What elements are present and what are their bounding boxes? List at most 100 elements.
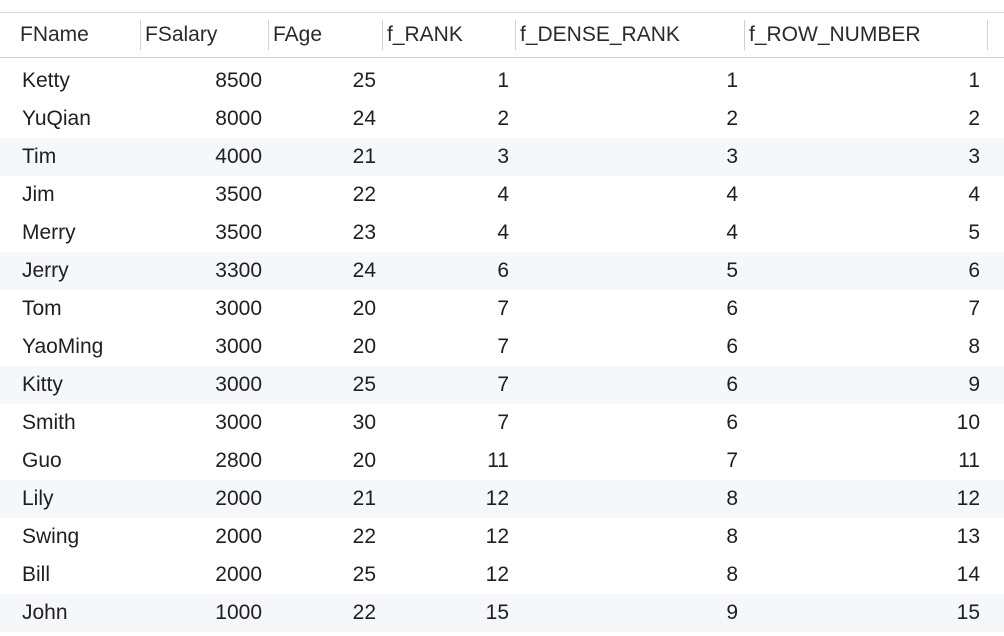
column-separator[interactable] [140, 20, 141, 50]
cell-fsalary[interactable]: 2000 [215, 563, 262, 586]
cell-f-rank[interactable]: 4 [497, 221, 509, 244]
table-row[interactable]: Swing 2000 22 12 8 13 [0, 518, 1004, 556]
cell-f-row-number[interactable]: 11 [958, 449, 980, 472]
cell-f-rank[interactable]: 12 [485, 563, 509, 586]
column-header-f-dense-rank[interactable]: f_DENSE_RANK [520, 23, 680, 46]
cell-fsalary[interactable]: 3300 [215, 259, 262, 282]
cell-f-dense-rank[interactable]: 7 [726, 449, 738, 472]
cell-fname[interactable]: Jerry [22, 259, 69, 282]
cell-fname[interactable]: Tom [22, 297, 62, 320]
cell-fage[interactable]: 25 [352, 69, 376, 92]
cell-f-dense-rank[interactable]: 8 [726, 525, 738, 548]
cell-fsalary[interactable]: 3000 [215, 411, 262, 434]
column-header-f-row-number[interactable]: f_ROW_NUMBER [749, 23, 921, 46]
cell-f-rank[interactable]: 3 [497, 145, 509, 168]
cell-f-dense-rank[interactable]: 6 [726, 373, 738, 396]
cell-fage[interactable]: 22 [352, 601, 376, 624]
cell-f-rank[interactable]: 12 [485, 487, 509, 510]
cell-fage[interactable]: 22 [352, 183, 376, 206]
column-header-f-rank[interactable]: f_RANK [387, 23, 463, 46]
cell-f-rank[interactable]: 1 [497, 69, 509, 92]
cell-f-dense-rank[interactable]: 9 [726, 601, 738, 624]
table-row[interactable]: Tim 4000 21 3 3 3 [0, 138, 1004, 176]
cell-f-row-number[interactable]: 4 [968, 183, 980, 206]
column-separator[interactable] [744, 20, 745, 50]
cell-fage[interactable]: 25 [352, 373, 376, 396]
cell-fsalary[interactable]: 3000 [215, 373, 262, 396]
cell-fage[interactable]: 22 [352, 525, 376, 548]
table-row[interactable]: Guo 2800 20 11 7 11 [0, 442, 1004, 480]
cell-fname[interactable]: John [22, 601, 68, 624]
cell-fname[interactable]: Bill [22, 563, 51, 586]
table-row[interactable]: Jerry 3300 24 6 5 6 [0, 252, 1004, 290]
cell-f-row-number[interactable]: 2 [968, 107, 980, 130]
cell-fsalary[interactable]: 2800 [215, 449, 262, 472]
column-separator[interactable] [515, 20, 516, 50]
cell-fname[interactable]: Swing [22, 525, 80, 548]
cell-fname[interactable]: Jim [22, 183, 55, 206]
cell-fage[interactable]: 20 [352, 335, 376, 358]
table-row[interactable]: John 1000 22 15 9 15 [0, 594, 1004, 632]
cell-f-dense-rank[interactable]: 4 [726, 221, 738, 244]
cell-fage[interactable]: 20 [352, 449, 376, 472]
cell-f-row-number[interactable]: 6 [968, 259, 980, 282]
column-separator[interactable] [987, 20, 988, 50]
cell-f-rank[interactable]: 7 [497, 335, 509, 358]
cell-fage[interactable]: 24 [352, 107, 376, 130]
cell-fage[interactable]: 24 [352, 259, 376, 282]
cell-f-dense-rank[interactable]: 8 [726, 563, 738, 586]
cell-f-dense-rank[interactable]: 6 [726, 297, 738, 320]
cell-fage[interactable]: 21 [352, 487, 376, 510]
cell-fsalary[interactable]: 8000 [215, 107, 262, 130]
cell-f-rank[interactable]: 7 [497, 411, 509, 434]
cell-fname[interactable]: YaoMing [22, 335, 104, 358]
cell-fsalary[interactable]: 3500 [215, 221, 262, 244]
cell-f-row-number[interactable]: 3 [968, 145, 980, 168]
cell-fsalary[interactable]: 3000 [215, 297, 262, 320]
cell-f-row-number[interactable]: 15 [956, 601, 980, 624]
cell-f-row-number[interactable]: 13 [956, 525, 980, 548]
table-row[interactable]: Ketty 8500 25 1 1 1 [0, 62, 1004, 100]
cell-fsalary[interactable]: 2000 [215, 525, 262, 548]
cell-fsalary[interactable]: 4000 [215, 145, 262, 168]
cell-f-rank[interactable]: 2 [497, 107, 509, 130]
cell-fsalary[interactable]: 2000 [215, 487, 262, 510]
cell-f-rank[interactable]: 7 [497, 297, 509, 320]
cell-f-rank[interactable]: 6 [497, 259, 509, 282]
cell-fage[interactable]: 30 [352, 411, 376, 434]
cell-fname[interactable]: Kitty [22, 373, 63, 396]
cell-f-dense-rank[interactable]: 3 [726, 145, 738, 168]
table-row[interactable]: Smith 3000 30 7 6 10 [0, 404, 1004, 442]
cell-f-row-number[interactable]: 9 [968, 373, 980, 396]
column-header-fage[interactable]: FAge [273, 23, 323, 46]
table-row[interactable]: Jim 3500 22 4 4 4 [0, 176, 1004, 214]
cell-fage[interactable]: 21 [352, 145, 376, 168]
cell-fname[interactable]: Guo [22, 449, 62, 472]
cell-f-dense-rank[interactable]: 1 [726, 69, 738, 92]
cell-f-dense-rank[interactable]: 8 [726, 487, 738, 510]
cell-f-dense-rank[interactable]: 4 [726, 183, 738, 206]
cell-fsalary[interactable]: 8500 [215, 69, 262, 92]
cell-fage[interactable]: 25 [352, 563, 376, 586]
cell-f-rank[interactable]: 4 [497, 183, 509, 206]
cell-f-row-number[interactable]: 10 [956, 411, 980, 434]
cell-fname[interactable]: YuQian [22, 107, 91, 130]
column-separator[interactable] [268, 20, 269, 50]
cell-fname[interactable]: Lily [22, 487, 54, 510]
table-row[interactable]: Kitty 3000 25 7 6 9 [0, 366, 1004, 404]
cell-fsalary[interactable]: 1000 [215, 601, 262, 624]
cell-fsalary[interactable]: 3500 [215, 183, 262, 206]
cell-f-rank[interactable]: 12 [485, 525, 509, 548]
cell-fage[interactable]: 23 [352, 221, 376, 244]
cell-f-dense-rank[interactable]: 6 [726, 411, 738, 434]
table-row[interactable]: Merry 3500 23 4 4 5 [0, 214, 1004, 252]
cell-f-dense-rank[interactable]: 5 [726, 259, 738, 282]
table-row[interactable]: Bill 2000 25 12 8 14 [0, 556, 1004, 594]
cell-f-rank[interactable]: 15 [485, 601, 509, 624]
column-header-fname[interactable]: FName [20, 23, 89, 46]
cell-f-row-number[interactable]: 12 [956, 487, 980, 510]
column-header-fsalary[interactable]: FSalary [145, 23, 218, 46]
table-row[interactable]: YaoMing 3000 20 7 6 8 [0, 328, 1004, 366]
cell-fname[interactable]: Tim [22, 145, 57, 168]
cell-f-row-number[interactable]: 8 [968, 335, 980, 358]
